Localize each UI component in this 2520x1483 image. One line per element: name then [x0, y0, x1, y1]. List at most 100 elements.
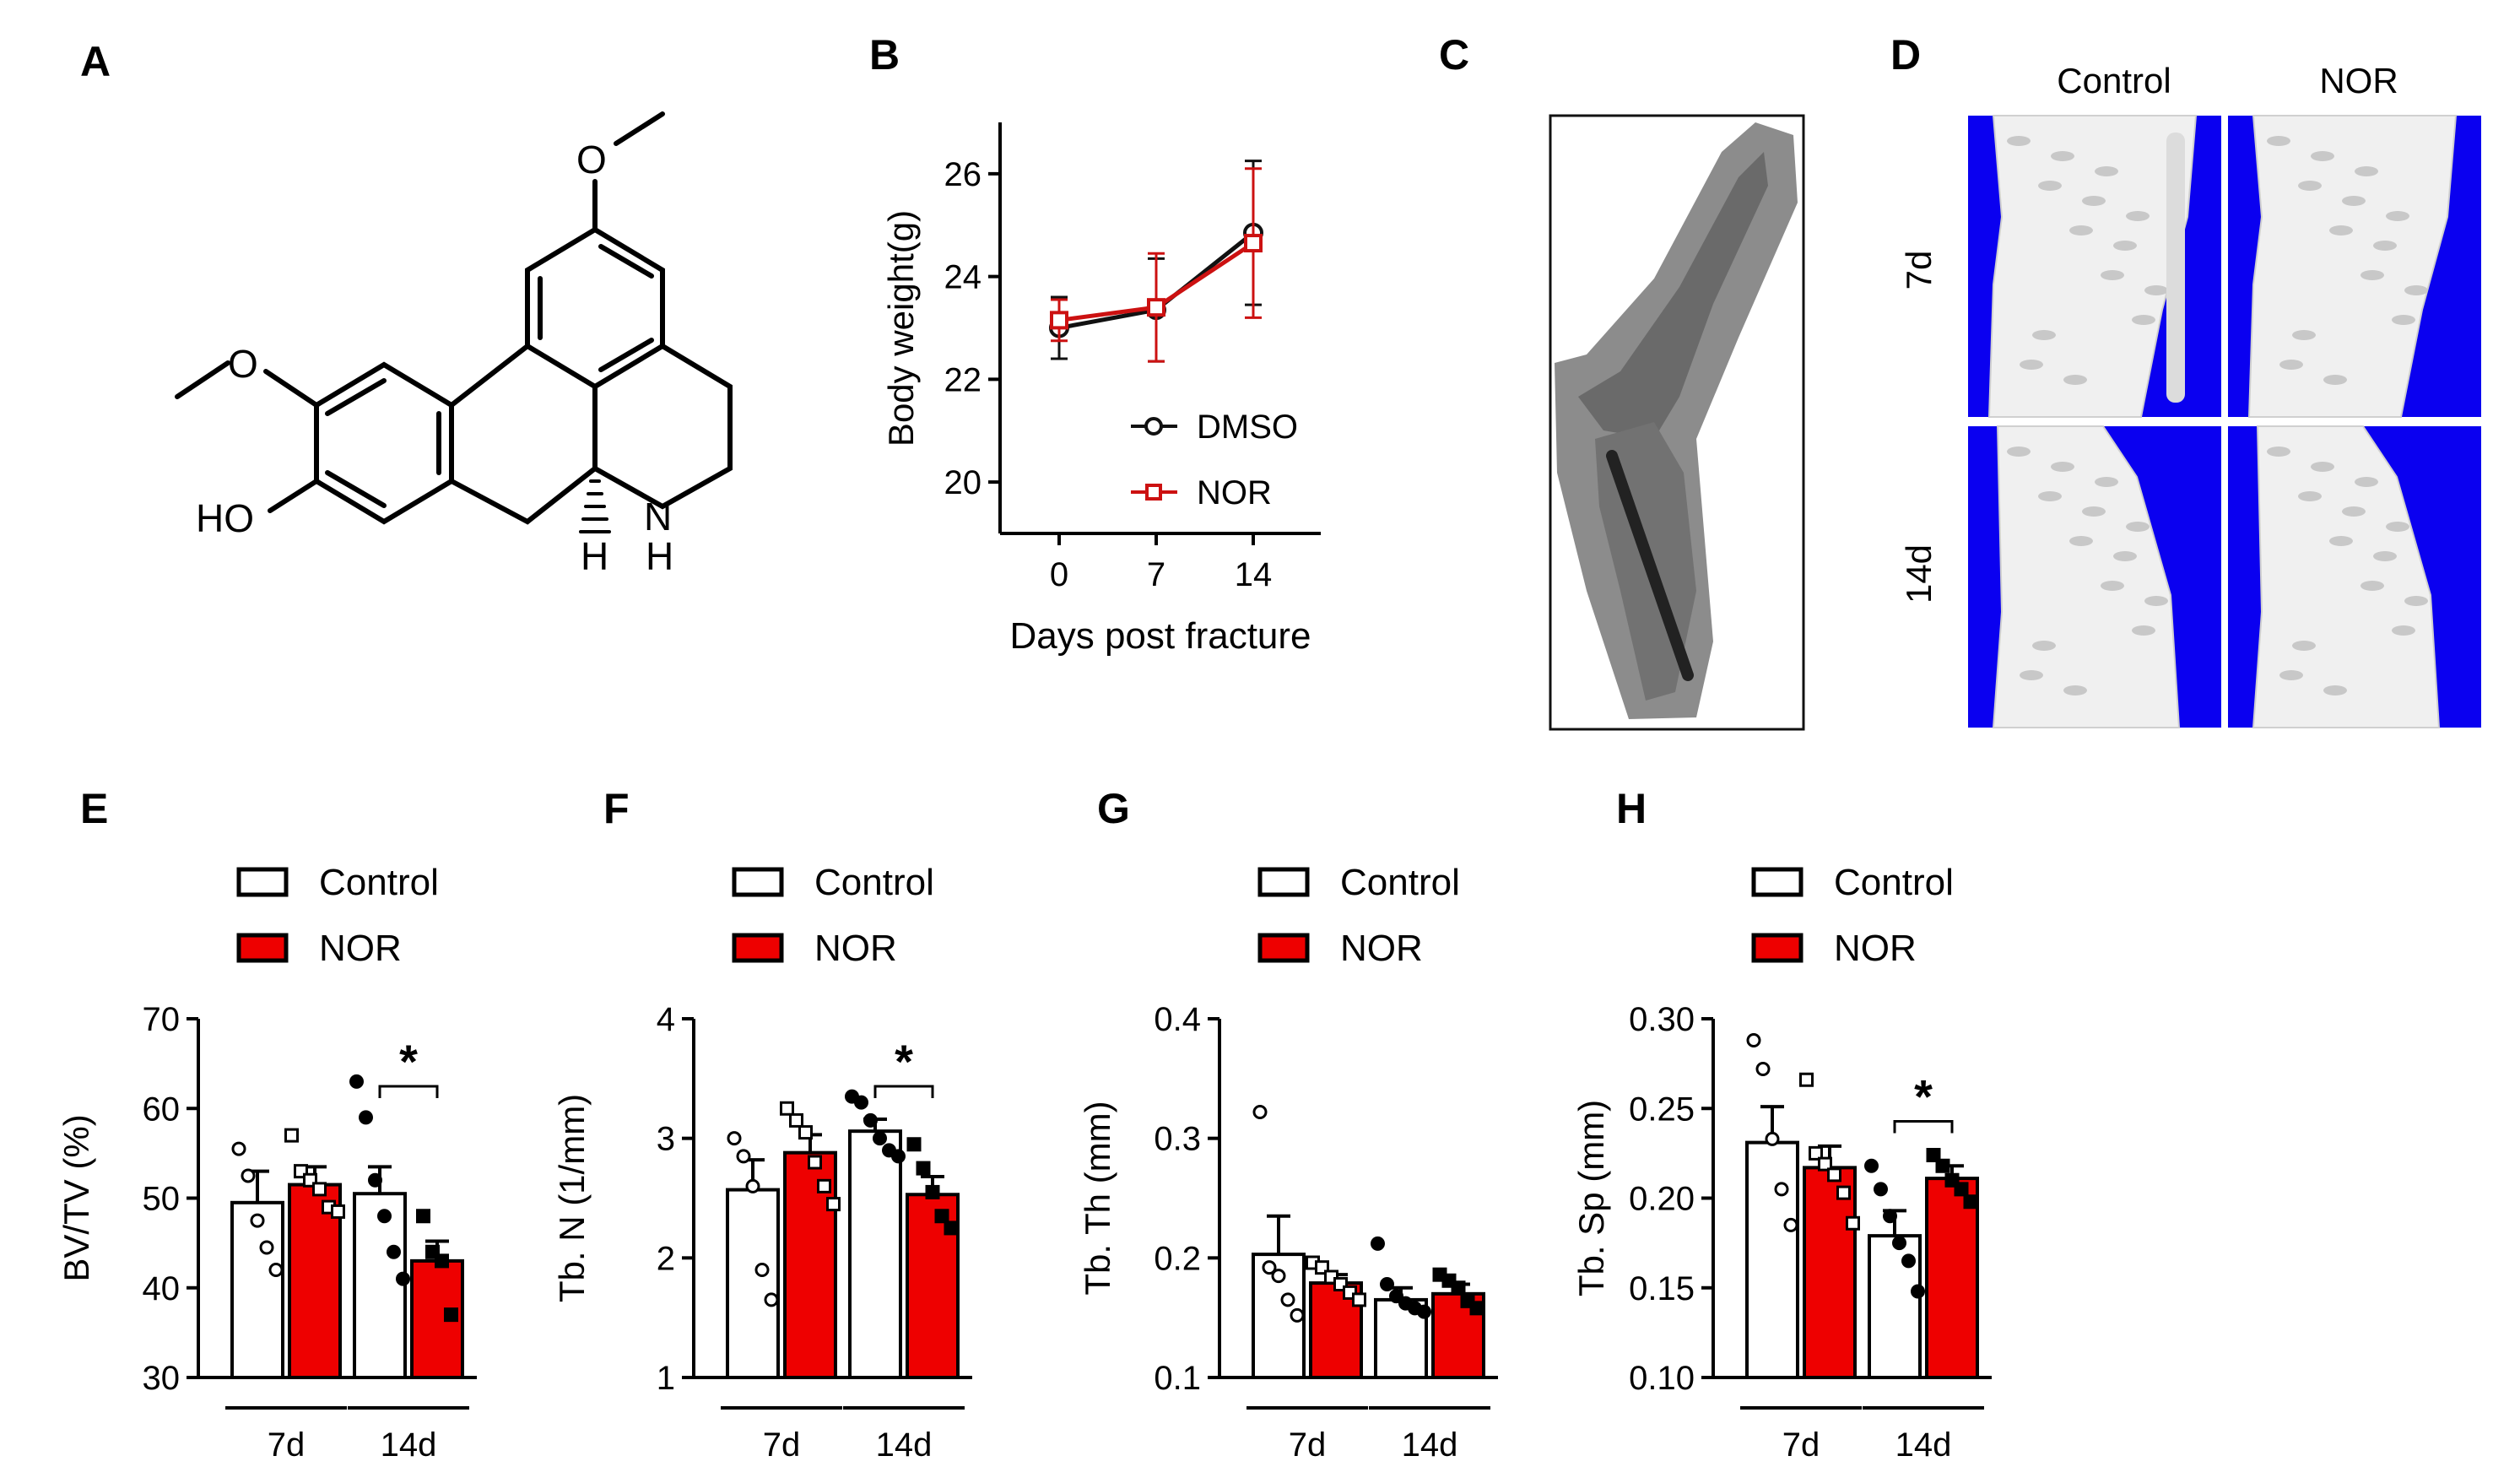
data-point: [312, 1182, 327, 1197]
y-tick-label: 22: [944, 361, 982, 398]
bone-texture: [2051, 462, 2074, 472]
data-point: [736, 1149, 751, 1164]
bone-texture: [2329, 225, 2353, 235]
data-point: [231, 1141, 246, 1156]
legend-label-control: Control: [814, 862, 934, 903]
group-label-14d: 14d: [1895, 1426, 1952, 1464]
y-tick-label: 0.1: [1154, 1360, 1201, 1397]
chart-tb-n: Control NOR 1 2 3 4 Tb. N (1/mm) 7d 14d *: [552, 862, 972, 1464]
panel-label-b: B: [869, 31, 900, 78]
atom-h-stereo: H: [581, 534, 608, 578]
y-tick-label: 3: [657, 1121, 675, 1158]
group-label-7d: 7d: [268, 1426, 306, 1464]
data-point: [1883, 1209, 1897, 1224]
bone-texture: [2113, 241, 2137, 251]
bond-c-o-left: [263, 369, 319, 408]
panel-label-f: F: [603, 785, 630, 832]
bar-7d-nor: [1803, 1166, 1857, 1379]
bone-texture: [2386, 522, 2409, 532]
bar-14d-control: [353, 1192, 407, 1379]
panel-label-c: C: [1439, 31, 1469, 78]
data-point: [1244, 234, 1263, 253]
bar-7d-control: [230, 1200, 284, 1379]
data-point: [817, 1178, 831, 1193]
legend-label-nor: NOR: [1834, 928, 1917, 969]
bone-texture: [2298, 181, 2322, 191]
legend-swatch-control: [1257, 867, 1310, 897]
legend-swatch-control: [236, 867, 289, 897]
ring-c-double-bond-3: [598, 338, 654, 372]
chart-bv-tv: Control NOR 30 40 50 60 70 BV/TV (%) 7d 14d *: [57, 862, 477, 1464]
significance-bracket: [1893, 1120, 1954, 1134]
bone-texture: [2386, 211, 2409, 221]
data-point: [1864, 1158, 1879, 1173]
significance-star: *: [895, 1035, 913, 1088]
bar-7d-control: [1745, 1140, 1799, 1379]
xray-image: [1549, 114, 1805, 731]
data-point: [1451, 1280, 1466, 1296]
data-point: [359, 1110, 373, 1125]
legend-swatch-nor: [1257, 933, 1310, 963]
data-point: [1469, 1301, 1484, 1316]
y-axis-title: BV/TV (%): [57, 1114, 96, 1281]
bond-o-methyl-top: [614, 111, 665, 146]
micro-ct-row-7d: 7d: [1899, 251, 1939, 290]
legend-swatch-nor: [236, 933, 289, 963]
bone-texture: [2101, 581, 2124, 591]
data-point: [368, 1172, 382, 1188]
data-point: [764, 1292, 779, 1307]
data-point: [934, 1209, 949, 1224]
y-tick-label: 26: [944, 156, 982, 193]
bone-texture: [2063, 685, 2087, 695]
bone-texture: [2355, 477, 2378, 487]
y-tick-label: 20: [944, 464, 982, 501]
ring-d: [592, 344, 733, 510]
data-point: [1818, 1156, 1832, 1172]
bone-texture: [2020, 360, 2043, 370]
intramedullary-pin: [1606, 450, 1694, 681]
data-point: [377, 1209, 392, 1224]
significance-bracket: [873, 1085, 934, 1098]
panel-labels: A B C D E F G H: [80, 31, 1921, 832]
significance-star: *: [399, 1035, 418, 1088]
data-point: [268, 1263, 284, 1277]
data-point: [727, 1131, 742, 1146]
y-tick-label: 50: [143, 1181, 181, 1218]
bone-texture: [2279, 360, 2303, 370]
data-point: [891, 1149, 906, 1164]
bone-texture: [2082, 196, 2106, 206]
data-point: [1783, 1217, 1798, 1232]
y-tick-label: 2: [657, 1240, 675, 1277]
y-axis-title: Body weight(g): [881, 210, 921, 447]
y-tick-label: 4: [657, 1001, 675, 1038]
bone-texture: [2292, 330, 2316, 340]
legend-label-control: Control: [1834, 862, 1954, 903]
y-tick-label: 24: [944, 259, 982, 296]
x-tick-label: 0: [1050, 556, 1068, 593]
data-point: [435, 1253, 449, 1269]
bone-texture: [2126, 211, 2150, 221]
ring-c: [525, 226, 665, 390]
data-point: [854, 1095, 868, 1110]
data-point: [944, 1220, 959, 1236]
atom-ho: HO: [196, 496, 254, 540]
bone-texture: [2007, 447, 2031, 457]
bone-texture: [2113, 551, 2137, 561]
legend-swatch-nor: [732, 933, 784, 963]
bone-texture: [2342, 196, 2366, 206]
group-label-7d: 7d: [763, 1426, 801, 1464]
data-point: [1963, 1194, 1978, 1210]
data-point: [754, 1263, 770, 1277]
data-point: [1827, 1167, 1841, 1183]
bone-texture: [2132, 315, 2155, 325]
bone-texture: [2126, 522, 2150, 532]
femur-shadow: [1578, 152, 1768, 439]
data-point: [1252, 1105, 1268, 1119]
y-axis-title: Tb. Th (mm): [1078, 1101, 1117, 1295]
ring-a-double-bond-1: [325, 378, 387, 416]
bone-texture: [2298, 491, 2322, 501]
bone-texture: [2360, 270, 2384, 280]
bar-7d-control: [726, 1188, 780, 1380]
legend-swatch-control: [732, 867, 784, 897]
bone-texture: [2292, 641, 2316, 651]
